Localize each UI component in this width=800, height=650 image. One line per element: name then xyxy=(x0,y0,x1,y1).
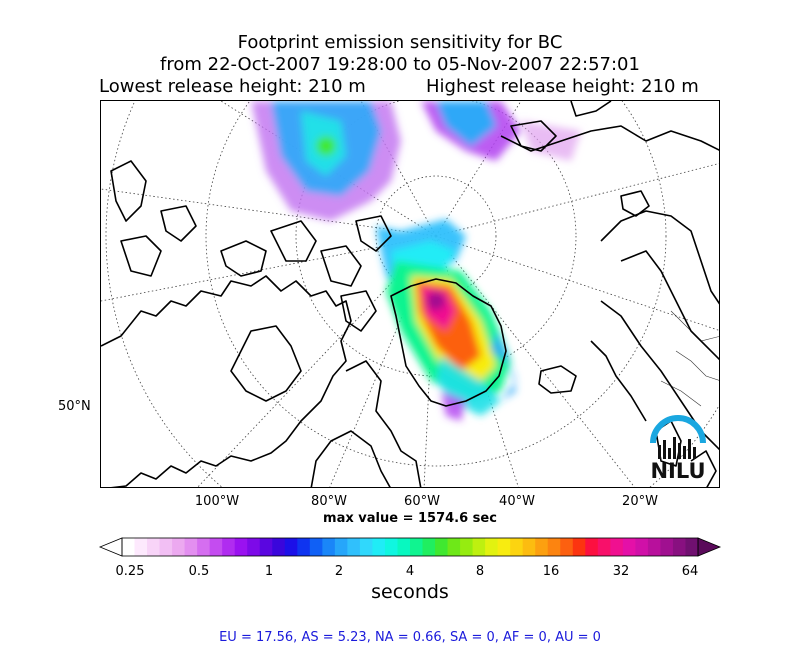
colorbar-swatch xyxy=(384,538,399,556)
colorbar-swatch xyxy=(172,538,186,556)
map-graphic xyxy=(101,101,719,487)
colorbar-swatch xyxy=(685,538,699,556)
colorbar-swatch xyxy=(122,538,136,556)
colorbar-swatch xyxy=(485,538,499,556)
coastlines xyxy=(101,101,719,487)
colorbar-min-extension xyxy=(98,537,123,557)
colorbar-tick: 64 xyxy=(681,564,699,579)
region-contributions: EU = 17.56, AS = 5.23, NA = 0.66, SA = 0… xyxy=(219,630,601,645)
colorbar-swatch xyxy=(410,538,424,556)
colorbar-swatch xyxy=(259,538,273,556)
colorbar-swatch xyxy=(585,538,599,556)
colorbar-max-extension xyxy=(697,537,722,557)
colorbar-swatch xyxy=(597,538,611,556)
footprint-map xyxy=(100,100,720,488)
colorbar-swatch xyxy=(635,538,649,556)
colorbar-swatch xyxy=(660,538,674,556)
title-line-1: Footprint emission sensitivity for BC xyxy=(237,32,563,53)
colorbar-swatch xyxy=(447,538,461,556)
colorbar-swatch xyxy=(334,538,348,556)
colorbar-swatch xyxy=(184,538,198,556)
title-line-2: from 22-Oct-2007 19:28:00 to 05-Nov-2007… xyxy=(160,54,640,75)
colorbar-tick: 2 xyxy=(334,564,344,579)
colorbar-frame xyxy=(121,537,699,557)
colorbar-swatch xyxy=(547,538,561,556)
colorbar-swatch xyxy=(322,538,336,556)
colorbar-swatch xyxy=(197,538,211,556)
colorbar-swatch xyxy=(147,538,161,556)
colorbar-swatch xyxy=(209,538,223,556)
colorbar-swatch xyxy=(672,538,687,556)
colorbar-swatch xyxy=(460,538,474,556)
colorbar-swatch xyxy=(522,538,536,556)
colorbar-swatch xyxy=(272,538,286,556)
lon-label-20w: 20°W xyxy=(622,494,658,509)
lon-label-40w: 40°W xyxy=(499,494,535,509)
colorbar-swatch xyxy=(435,538,449,556)
nilu-logo: NILU xyxy=(648,415,708,485)
max-value: max value = 1574.6 sec xyxy=(323,511,497,526)
colorbar-swatch xyxy=(472,538,486,556)
colorbar-swatch xyxy=(610,538,624,556)
colorbar-swatch xyxy=(560,538,574,556)
colorbar-tick: 8 xyxy=(475,564,485,579)
colorbar-swatch xyxy=(359,538,374,556)
colorbar-swatch xyxy=(497,538,511,556)
colorbar-swatch xyxy=(222,538,236,556)
sensitivity-plume xyxy=(251,101,581,421)
highest-release-height: Highest release height: 210 m xyxy=(426,76,699,97)
colorbar-swatch xyxy=(247,538,261,556)
colorbar-tick: 0.25 xyxy=(115,564,145,579)
colorbar-swatch xyxy=(234,538,248,556)
nilu-logo-arc-icon xyxy=(650,415,706,459)
colorbar-tick: 0.5 xyxy=(188,564,210,579)
colorbar-swatch xyxy=(297,538,311,556)
lat-label-50n: 50°N xyxy=(58,399,91,414)
lon-label-80w: 80°W xyxy=(311,494,347,509)
colorbar-tick: 32 xyxy=(612,564,630,579)
colorbar-swatch xyxy=(572,538,586,556)
colorbar-swatch xyxy=(309,538,323,556)
colorbar-swatch xyxy=(422,538,436,556)
colorbar-tick: 4 xyxy=(405,564,415,579)
lowest-release-height: Lowest release height: 210 m xyxy=(99,76,366,97)
colorbar-tick: 1 xyxy=(264,564,274,579)
colorbar-swatch xyxy=(284,538,298,556)
colorbar-swatch xyxy=(622,538,636,556)
colorbar-units: seconds xyxy=(371,581,449,603)
colorbar-tick: 16 xyxy=(542,564,560,579)
colorbar-swatch xyxy=(510,538,524,556)
nilu-logo-text: NILU xyxy=(650,459,706,483)
colorbar-swatch xyxy=(397,538,411,556)
colorbar-swatch xyxy=(347,538,361,556)
colorbar xyxy=(98,537,722,557)
lon-label-100w: 100°W xyxy=(194,494,240,509)
colorbar-swatch xyxy=(159,538,173,556)
colorbar-swatch xyxy=(134,538,148,556)
colorbar-swatch xyxy=(372,538,386,556)
colorbar-swatch xyxy=(535,538,549,556)
lon-label-60w: 60°W xyxy=(404,494,440,509)
colorbar-swatch xyxy=(647,538,662,556)
